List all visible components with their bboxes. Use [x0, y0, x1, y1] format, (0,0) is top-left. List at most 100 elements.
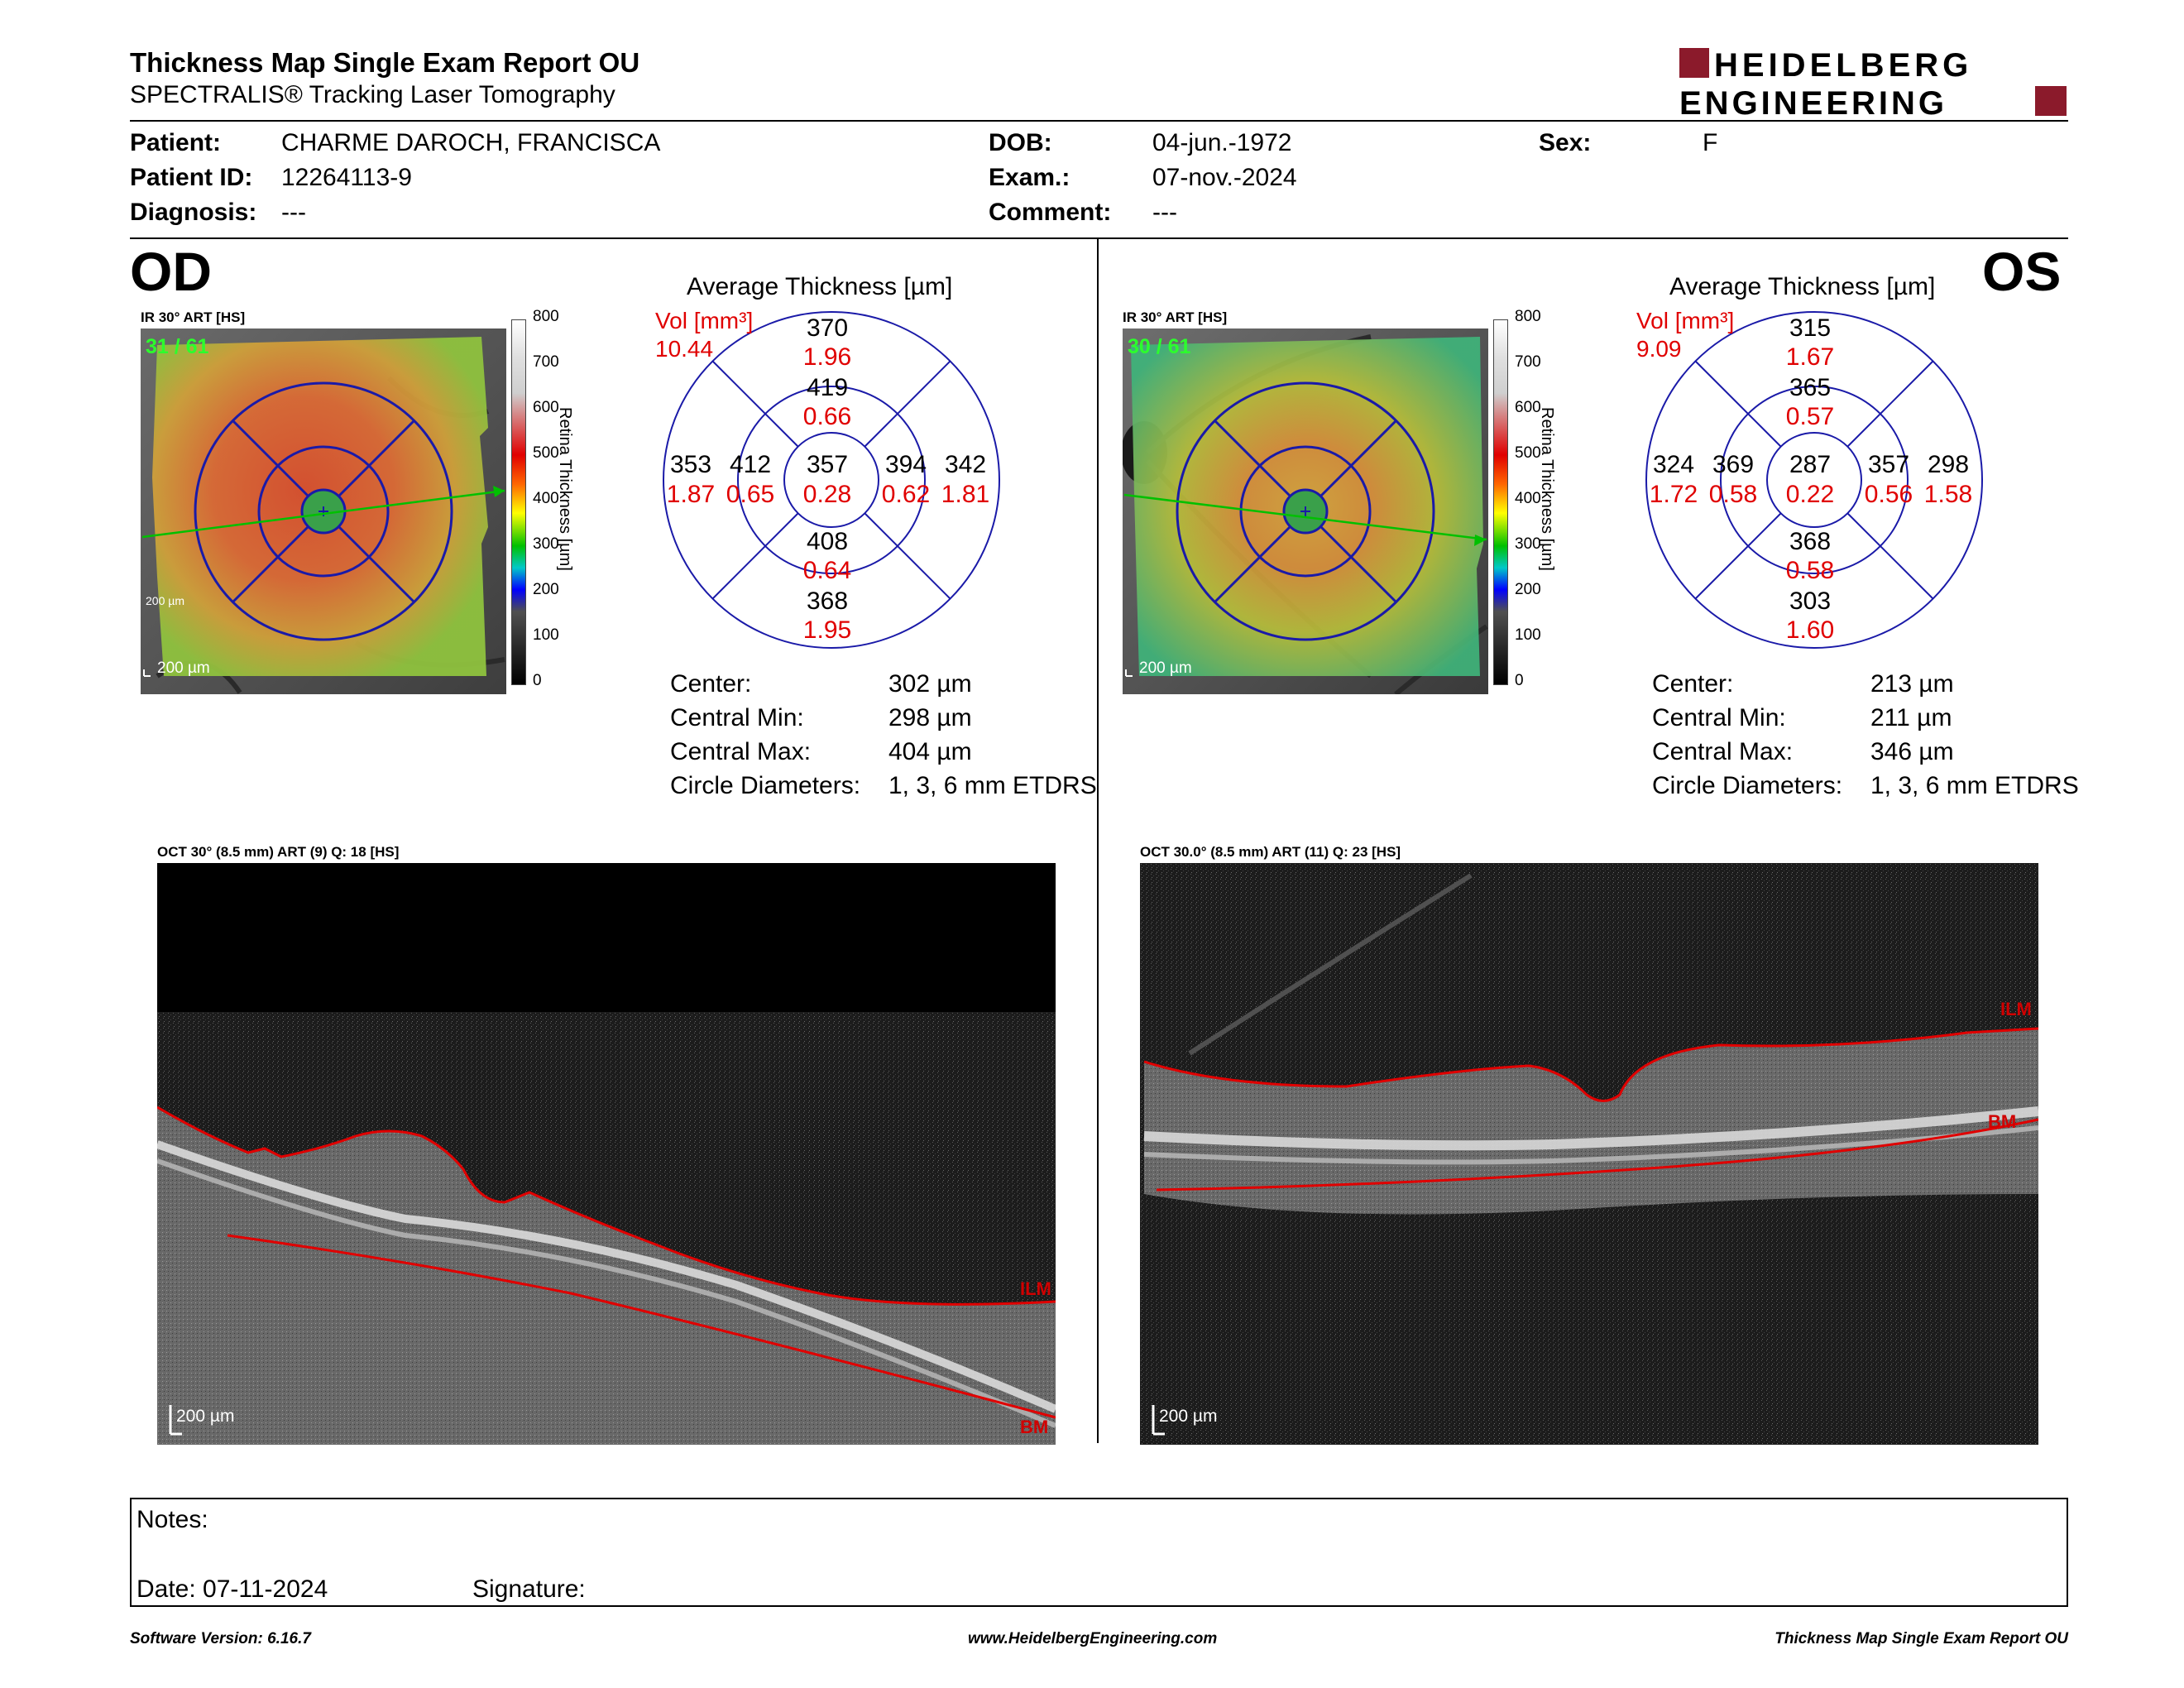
cb-tick-500: 500: [1515, 444, 1541, 462]
od-etdrs-grid: [663, 311, 1000, 649]
cb-tick-300: 300: [533, 535, 559, 553]
eye-label-od: OD: [130, 241, 212, 302]
os-avg-title: Average Thickness [µm]: [1669, 273, 1936, 300]
od-oct-scale: 200 µm: [176, 1407, 235, 1426]
od-outer-sup-volume: 1.96: [802, 343, 852, 371]
patient-id-label: Patient ID:: [130, 164, 253, 191]
od-diam-label: Circle Diameters:: [670, 772, 861, 799]
patient-label: Patient:: [130, 129, 222, 156]
center-divider: [1097, 239, 1099, 1443]
od-center-volume: 0.28: [802, 481, 852, 508]
diagnosis-value: ---: [281, 199, 306, 226]
footer-report: Thickness Map Single Exam Report OU: [1774, 1630, 2068, 1647]
od-outer-inf-volume: 1.95: [802, 616, 852, 644]
heidelberg-logo: HEIDELBERG ENGINEERING: [1679, 47, 2067, 119]
os-max-value: 346 µm: [1870, 738, 1954, 765]
cb-tick-800: 800: [1515, 308, 1541, 325]
od-inner-inf-volume: 0.64: [802, 557, 852, 584]
notes-box[interactable]: Notes: Date: 07-11-2024 Signature:: [130, 1498, 2068, 1607]
os-min-label: Central Min:: [1652, 704, 1786, 731]
od-inner-right-thickness: 394: [884, 451, 927, 478]
od-center-value: 302 µm: [888, 670, 972, 698]
od-diam-value: 1, 3, 6 mm ETDRS: [888, 772, 1097, 799]
od-outer-left-thickness: 353: [669, 451, 712, 478]
cb-tick-0: 0: [533, 672, 542, 689]
sex-value: F: [1703, 129, 1718, 156]
os-colorbar: [1493, 319, 1508, 685]
os-etdrs-grid: [1645, 311, 1983, 649]
od-ilm-label: ILM: [1020, 1278, 1051, 1299]
os-inner-inf-thickness: 368: [1789, 528, 1832, 555]
os-center-label: Center:: [1652, 670, 1734, 698]
od-outer-left-volume: 1.87: [666, 481, 716, 508]
os-ilm-label: ILM: [2000, 999, 2032, 1019]
comment-label: Comment:: [989, 199, 1112, 226]
od-bm-label: BM: [1020, 1417, 1049, 1437]
os-outer-right-volume: 1.58: [1923, 481, 1973, 508]
cb-tick-200: 200: [1515, 581, 1541, 598]
od-inner-sup-volume: 0.66: [802, 403, 852, 430]
patient-name: CHARME DAROCH, FRANCISCA: [281, 129, 661, 156]
header-rule: [130, 120, 2068, 122]
od-max-label: Central Max:: [670, 738, 812, 765]
cb-tick-600: 600: [1515, 399, 1541, 416]
os-inner-right-thickness: 357: [1867, 451, 1910, 478]
od-vol-label: Vol [mm³]: [655, 308, 754, 333]
od-center-thickness: 357: [806, 451, 849, 478]
od-outer-inf-thickness: 368: [806, 587, 849, 615]
od-frame-count: 31 / 61: [146, 335, 209, 358]
cb-tick-400: 400: [1515, 490, 1541, 507]
cb-tick-400: 400: [533, 490, 559, 507]
os-diam-label: Circle Diameters:: [1652, 772, 1843, 799]
os-fundus-label: IR 30° ART [HS]: [1123, 309, 1228, 325]
od-vol-value: 10.44: [655, 336, 714, 362]
od-avg-title: Average Thickness [µm]: [687, 273, 953, 300]
patient-rule: [130, 237, 2068, 239]
cb-tick-700: 700: [533, 353, 559, 371]
cb-tick-600: 600: [533, 399, 559, 416]
od-inner-right-volume: 0.62: [881, 481, 931, 508]
cb-tick-500: 500: [533, 444, 559, 462]
od-inner-left-volume: 0.65: [726, 481, 775, 508]
patient-id: 12264113-9: [281, 164, 412, 191]
cb-tick-100: 100: [1515, 626, 1541, 644]
cb-tick-700: 700: [1515, 353, 1541, 371]
report-subtitle: SPECTRALIS® Tracking Laser Tomography: [130, 81, 615, 108]
logo-line1: HEIDELBERG: [1714, 47, 1972, 84]
os-outer-inf-volume: 1.60: [1785, 616, 1835, 644]
os-inner-sup-volume: 0.57: [1785, 403, 1835, 430]
cb-tick-300: 300: [1515, 535, 1541, 553]
os-oct-scan: [1140, 863, 2038, 1445]
footer-url[interactable]: www.HeidelbergEngineering.com: [968, 1630, 1218, 1647]
os-colorbar-ticks: 800 700 600 500 400 300 200 100 0: [1515, 308, 1548, 697]
od-outer-right-thickness: 342: [944, 451, 987, 478]
od-colorbar-title: Retina Thickness [µm]: [556, 407, 574, 571]
os-outer-inf-thickness: 303: [1789, 587, 1832, 615]
os-fundus-map: [1123, 328, 1488, 694]
cb-tick-100: 100: [533, 626, 559, 644]
os-inner-sup-thickness: 365: [1789, 374, 1832, 401]
od-fundus-label: IR 30° ART [HS]: [141, 309, 246, 325]
os-frame-count: 30 / 61: [1128, 335, 1191, 358]
exam-label: Exam.:: [989, 164, 1070, 191]
os-outer-right-thickness: 298: [1927, 451, 1970, 478]
os-bm-label: BM: [1988, 1111, 2017, 1132]
od-outer-sup-thickness: 370: [806, 314, 849, 342]
cb-tick-800: 800: [533, 308, 559, 325]
od-fundus-scale: 200 µm: [146, 594, 184, 607]
os-center-value: 213 µm: [1870, 670, 1954, 698]
od-min-value: 298 µm: [888, 704, 972, 731]
od-oct-scan: [157, 863, 1056, 1445]
report-title: Thickness Map Single Exam Report OU: [130, 47, 640, 78]
os-inner-right-volume: 0.56: [1864, 481, 1913, 508]
od-oct-label: OCT 30° (8.5 mm) ART (9) Q: 18 [HS]: [157, 844, 400, 860]
exam-value: 07-nov.-2024: [1152, 164, 1297, 191]
cb-tick-0: 0: [1515, 672, 1524, 689]
os-outer-left-thickness: 324: [1652, 451, 1695, 478]
od-inner-inf-thickness: 408: [806, 528, 849, 555]
os-inner-left-thickness: 369: [1712, 451, 1755, 478]
logo-line2: ENGINEERING: [1679, 85, 1947, 119]
od-center-label: Center:: [670, 670, 752, 698]
od-min-label: Central Min:: [670, 704, 804, 731]
os-inner-inf-volume: 0.58: [1785, 557, 1835, 584]
